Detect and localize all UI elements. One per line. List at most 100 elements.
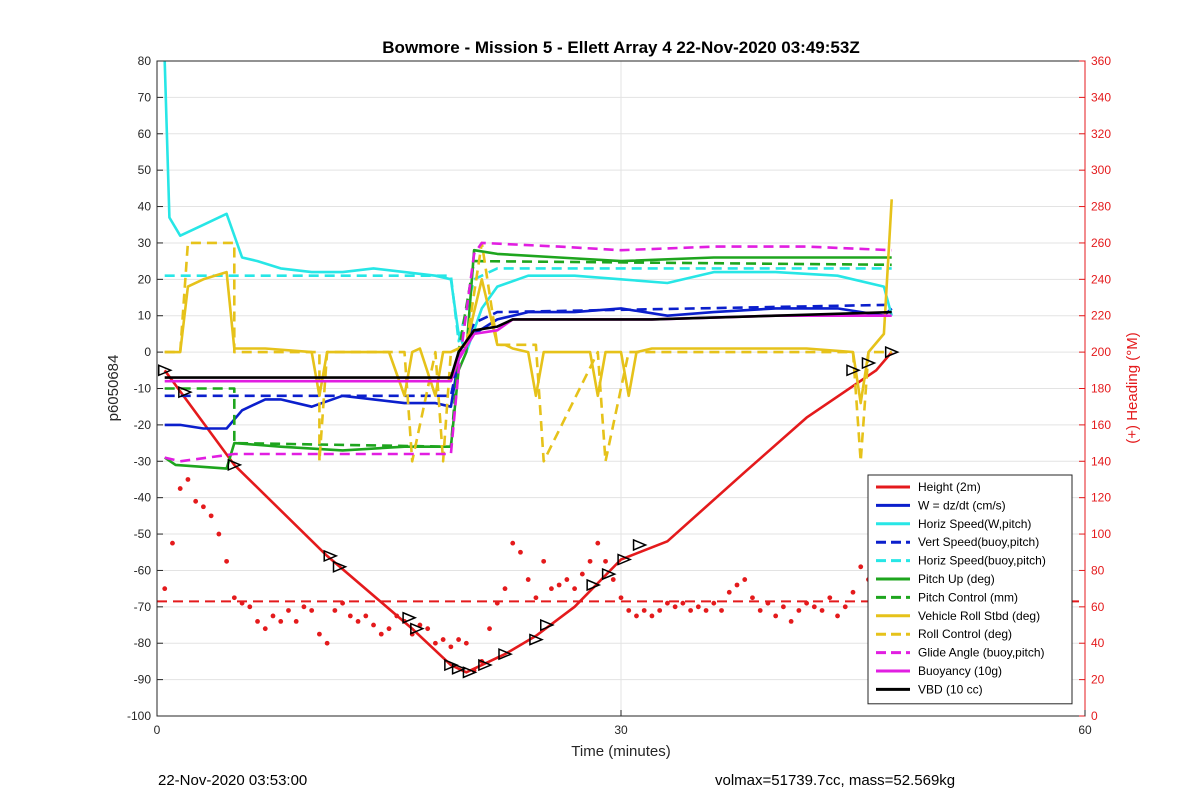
chart-title: Bowmore - Mission 5 - Ellett Array 4 22-…	[382, 38, 859, 57]
heading-point	[324, 640, 330, 646]
heading-point	[665, 600, 670, 606]
heading-point	[363, 613, 369, 619]
y-tick-label: -90	[134, 673, 152, 687]
y2-tick-label: 20	[1091, 673, 1105, 687]
y-tick-label: 70	[138, 90, 152, 104]
triangle-marker	[846, 364, 861, 377]
heading-point	[309, 608, 315, 613]
heading-point	[185, 477, 191, 482]
heading-point	[224, 558, 230, 564]
triangle-marker	[632, 538, 648, 552]
y-tick-label: 50	[138, 163, 152, 177]
y-tick-label: 20	[138, 272, 152, 286]
series-line-5	[164, 267, 892, 343]
heading-point	[695, 604, 701, 610]
heading-point	[827, 595, 833, 601]
y2-tick-label: 200	[1091, 345, 1111, 359]
heading-point	[595, 540, 601, 546]
heading-point	[255, 618, 260, 624]
heading-point	[317, 631, 322, 637]
heading-point	[456, 637, 461, 642]
y-tick-label: -100	[127, 709, 151, 723]
triangle-marker	[462, 666, 478, 679]
heading-point	[518, 549, 523, 555]
heading-point	[262, 626, 268, 632]
legend-label-1: Height (2m)	[918, 480, 981, 494]
heading-point	[201, 504, 206, 510]
triangle-marker	[444, 658, 459, 672]
triangle-marker	[478, 658, 493, 672]
y-tick-label: -40	[134, 491, 152, 505]
y2-tick-label: 160	[1091, 418, 1111, 432]
heading-point	[347, 613, 353, 619]
y-tick-label: -50	[134, 527, 152, 541]
heading-point	[579, 571, 585, 577]
heading-point	[634, 613, 639, 619]
heading-point	[618, 595, 624, 601]
y-axis-label: p6050684	[105, 355, 122, 422]
triangle-marker	[323, 549, 339, 563]
heading-point	[541, 558, 547, 564]
heading-point	[231, 595, 237, 601]
axes: -100-90-80-70-60-50-40-30-20-10010203040…	[127, 54, 1111, 737]
triangle-marker	[529, 633, 544, 646]
y-tick-label: -30	[134, 454, 152, 468]
heading-point	[371, 622, 376, 628]
heading-point	[193, 498, 199, 504]
heading-point	[750, 595, 755, 601]
y-tick-label: -20	[134, 418, 152, 432]
heading-point	[850, 589, 856, 595]
triangle-marker	[332, 560, 348, 573]
y-tick-label: -60	[134, 563, 152, 577]
legend-label-5: Horiz Speed(buoy,pitch)	[918, 554, 1046, 568]
heading-point	[688, 608, 693, 613]
triangle-marker	[451, 662, 467, 675]
heading-point	[440, 637, 446, 642]
heading-point	[858, 564, 864, 570]
heading-point	[757, 608, 763, 613]
legend: Height (2m) W = dz/dt (cm/s) Horiz Speed(W…	[867, 474, 1073, 705]
heading-point	[208, 513, 214, 519]
heading-point	[293, 618, 299, 624]
heading-point	[549, 586, 554, 592]
y-tick-label: 0	[144, 345, 151, 359]
heading-point	[378, 631, 384, 637]
series-line-9	[164, 241, 892, 463]
y-tick-label: -10	[134, 382, 152, 396]
footer-timestamp: 22-Nov-2020 03:53:00	[158, 772, 308, 789]
triangle-marker	[157, 364, 173, 377]
y2-tick-label: 80	[1091, 563, 1105, 577]
heading-point	[726, 589, 732, 595]
y2-tick-label: 120	[1091, 491, 1111, 505]
y-tick-label: 40	[138, 200, 152, 214]
heading-point	[641, 608, 647, 613]
heading-point	[177, 486, 183, 491]
x-tick-label: 60	[1078, 723, 1092, 737]
heading-point	[533, 595, 539, 601]
triangle-marker	[178, 386, 193, 399]
series-line-1	[163, 351, 893, 674]
heading-point	[502, 586, 508, 592]
triangle-marker	[884, 345, 900, 359]
y2-axis-label: (+) Heading (°M)	[1124, 332, 1141, 443]
heading-point	[355, 618, 361, 624]
triangle-markers	[157, 345, 900, 679]
heading-point	[463, 640, 469, 646]
y2-tick-label: 300	[1091, 163, 1111, 177]
heading-point	[162, 586, 168, 592]
heading-point	[711, 600, 717, 606]
legend-label-11: Buoyancy (10g)	[918, 664, 1002, 678]
heading-point	[587, 558, 593, 564]
legend-label-2: W = dz/dt (cm/s)	[918, 498, 1006, 512]
y2-tick-label: 180	[1091, 382, 1111, 396]
y2-tick-label: 280	[1091, 200, 1111, 214]
legend-label-4: Vert Speed(buoy,pitch)	[918, 535, 1039, 549]
heading-point	[781, 604, 786, 610]
heading-point	[603, 558, 608, 564]
heading-point	[556, 582, 562, 588]
heading-point	[719, 608, 724, 613]
heading-point	[796, 608, 802, 613]
heading-point	[386, 626, 392, 632]
heading-point	[572, 586, 577, 592]
heading-point	[610, 577, 616, 582]
